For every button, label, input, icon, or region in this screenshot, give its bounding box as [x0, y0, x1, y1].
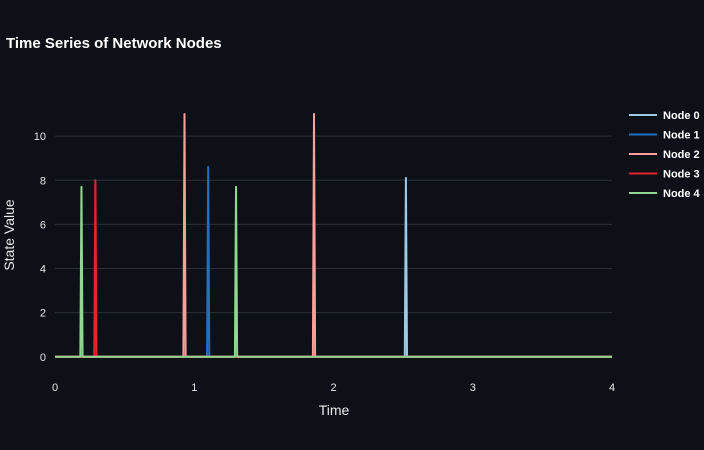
y-tick-label: 10	[34, 131, 46, 143]
series-line-node-4	[55, 185, 612, 358]
y-tick-label: 0	[40, 352, 46, 364]
x-tick-label: 3	[470, 382, 476, 394]
x-tick-label: 2	[330, 382, 336, 394]
x-tick-label: 0	[52, 382, 58, 394]
legend-entry-node-0[interactable]: Node 0	[663, 110, 700, 122]
series-line-node-2	[55, 113, 612, 358]
legend-entry-node-2[interactable]: Node 2	[663, 149, 700, 161]
y-tick-labels: 0 2 4 6 8 10	[34, 131, 46, 364]
legend-entry-node-4[interactable]: Node 4	[663, 188, 701, 200]
legend-entry-node-1[interactable]: Node 1	[663, 130, 700, 142]
y-tick-label: 8	[40, 175, 46, 187]
series-lines	[55, 113, 612, 358]
chart-title: Time Series of Network Nodes	[6, 35, 222, 52]
x-tick-labels: 0 1 2 3 4	[52, 382, 615, 394]
series-line-node-1	[55, 166, 612, 358]
gridlines	[55, 135, 612, 314]
y-tick-label: 6	[40, 219, 46, 231]
y-tick-label: 4	[40, 264, 46, 276]
x-tick-label: 4	[609, 382, 615, 394]
y-tick-label: 2	[40, 308, 46, 320]
x-tick-label: 1	[191, 382, 197, 394]
y-axis-label: State Value	[1, 199, 17, 271]
legend-entry-node-3[interactable]: Node 3	[663, 169, 700, 181]
x-axis-label: Time	[319, 402, 350, 418]
series-line-node-0	[55, 177, 612, 358]
legend: Node 0 Node 1 Node 2 Node 3 Node 4	[629, 110, 701, 200]
